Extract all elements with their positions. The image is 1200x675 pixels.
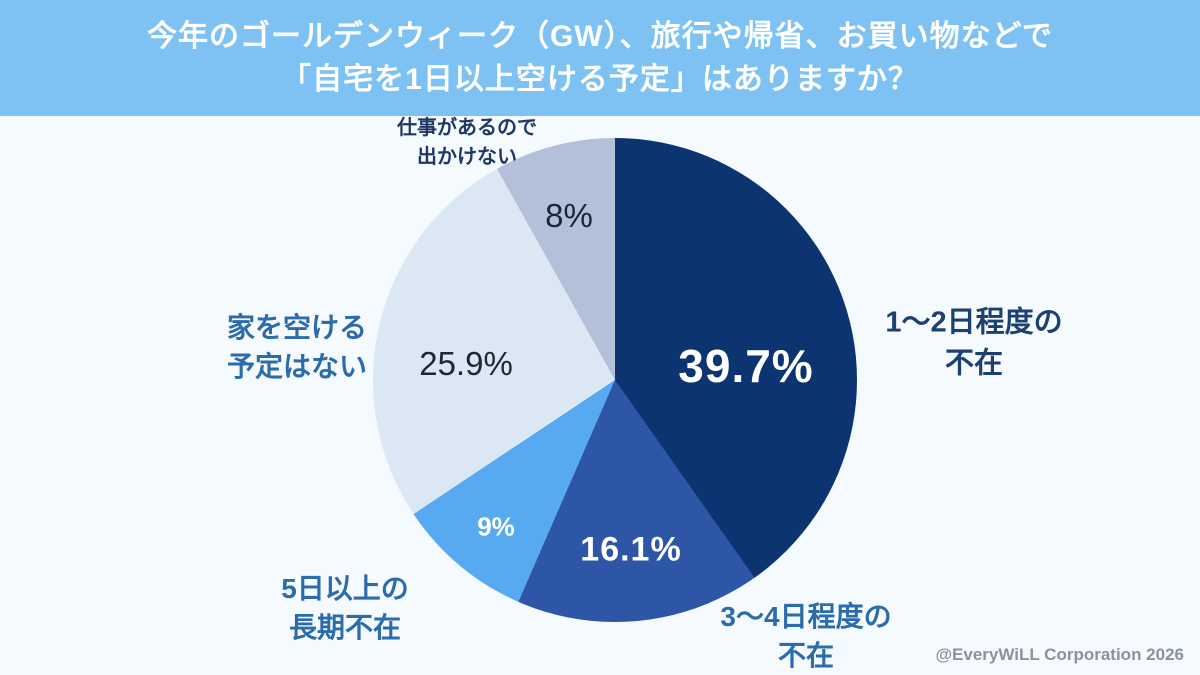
pie-chart xyxy=(373,138,857,622)
copyright-credit: @EveryWiLL Corporation 2026 xyxy=(935,645,1184,664)
slice-label-work: 仕事があるので 出かけない xyxy=(397,114,537,172)
slice-value-5days: 9% xyxy=(477,511,515,542)
slice-label-work-line1: 仕事があるので xyxy=(397,117,537,139)
slice-label-3-4days-line2: 不在 xyxy=(777,640,834,671)
slice-value-1-2days: 39.7% xyxy=(678,340,814,392)
survey-question-header: 今年のゴールデンウィーク（GW）、旅行や帰省、お買い物などで 「自宅を1日以上空… xyxy=(0,0,1200,116)
header-title-line1: 今年のゴールデンウィーク（GW）、旅行や帰省、お買い物などで xyxy=(146,19,1054,53)
slice-label-no-plan-line1: 家を空ける xyxy=(226,311,368,343)
slice-label-3-4days-line1: 3〜4日程度の xyxy=(720,600,892,632)
slice-label-1-2days-line2: 不在 xyxy=(944,347,1004,379)
slice-value-no-plan: 25.9% xyxy=(419,345,513,382)
slice-label-5days-line1: 5日以上の xyxy=(281,572,409,604)
slice-label-no-plan: 家を空ける 予定はない xyxy=(227,308,367,386)
slice-value-3-4days: 16.1% xyxy=(580,530,682,569)
slice-label-3-4days: 3〜4日程度の 不在 xyxy=(720,597,891,675)
slice-value-work: 8% xyxy=(545,197,593,234)
slice-label-work-line2: 出かけない xyxy=(417,146,517,168)
slice-label-no-plan-line2: 予定はない xyxy=(226,351,368,382)
slice-label-5days: 5日以上の 長期不在 xyxy=(281,569,409,647)
slice-label-1-2days: 1〜2日程度の 不在 xyxy=(885,302,1062,383)
header-title-line2: 「自宅を1日以上空ける予定」はありますか？ xyxy=(281,63,919,96)
slice-label-5days-line2: 長期不在 xyxy=(288,612,402,643)
slice-label-1-2days-line1: 1〜2日程度の xyxy=(885,306,1063,339)
